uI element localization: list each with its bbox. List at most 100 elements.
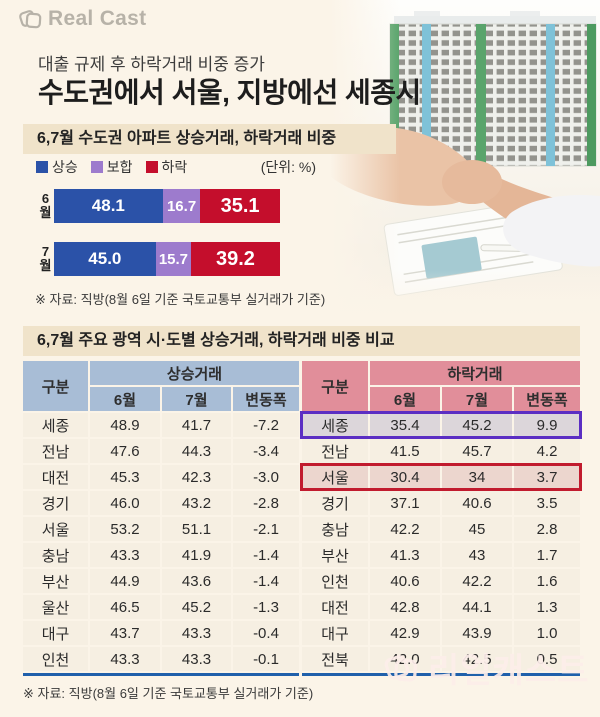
header-cell-july: 7월 [442,387,512,411]
value-cell: 35.4 [370,413,440,437]
value-cell: -3.0 [233,465,299,489]
bar-segment-flat: 15.7 [155,242,192,276]
header-cell-gubun: 구분 [23,361,88,411]
value-cell: 42.9 [370,621,440,645]
region-cell: 부산 [302,543,368,567]
value-cell: -0.4 [233,621,299,645]
table-row-대구: 대구 42.9 43.9 1.0 [302,621,580,645]
up-swatch-icon [36,161,48,173]
region-cell: 대구 [302,621,368,645]
flat-swatch-icon [90,161,103,173]
region-cell: 충남 [302,517,368,541]
watermark-logo-icon [384,654,418,682]
region-cell: 경기 [23,491,88,515]
region-cell: 충남 [23,543,88,567]
value-cell: 45.7 [442,439,512,463]
bar-row-1: 6 월 48.1 16.7 35.1 [38,189,280,223]
table-row-서울: 서울 30.4 34 3.7 [300,463,582,491]
bar-section-heading: 6,7월 수도권 아파트 상승거래, 하락거래 비중 [23,124,396,154]
watermark-text: 리얼캐스트 [428,652,590,690]
value-cell: 1.3 [514,595,580,619]
down-table-header: 구분 하락거래 6월 7월 변동폭 [302,361,580,411]
region-cell: 부산 [23,569,88,593]
region-cell: 전남 [23,439,88,463]
page-title: 수도권에서 서울, 지방에선 세종시 [38,77,421,108]
value-cell: 45.2 [442,413,512,437]
value-cell: 43 [442,543,512,567]
header-cell-gubun: 구분 [302,361,368,411]
table-row-전남: 전남 47.6 44.3 -3.4 [23,439,299,463]
bar-segment-down: 39.2 [191,242,280,276]
table-row-세종: 세종 35.4 45.2 9.9 [300,411,582,439]
header-cell-group: 상승거래 [90,361,299,385]
header-cell-change: 변동폭 [514,387,580,411]
table-row-서울: 서울 53.2 51.1 -2.1 [23,517,299,541]
value-cell: 41.5 [370,439,440,463]
value-cell: 42.2 [442,569,512,593]
unit-label: (단위: %) [260,159,316,175]
value-cell: 0.5 [514,647,580,671]
brand-logo-text: Real Cast [48,7,147,30]
value-cell: -1.4 [233,543,299,567]
value-cell: 30.4 [370,465,440,489]
table-bottom-line [23,673,299,676]
region-cell: 대전 [23,465,88,489]
value-cell: 1.0 [514,621,580,645]
bar-segment-up: 48.1 [54,189,163,223]
table-row-전북: 전북 42.0 42.5 0.5 [302,647,580,671]
value-cell: 43.6 [162,569,231,593]
bar-segment-up: 45.0 [54,242,156,276]
value-cell: -2.8 [233,491,299,515]
down-table-body: 세종 35.4 45.2 9.9 전남 41.5 45.7 4.2 서울 30.4 34 3.7 경기 3… [300,411,582,671]
down-transactions-table: 구분 하락거래 6월 7월 변동폭 세종 35.4 45.2 9.9 전남 41.5 45.… [300,361,582,676]
table-bottom-line [302,673,580,676]
region-cell: 경기 [302,491,368,515]
header-cell-july: 7월 [162,387,231,411]
region-cell: 서울 [23,517,88,541]
value-cell: -0.1 [233,647,299,671]
table-section-heading: 6,7월 주요 광역 시·도별 상승거래, 하락거래 비중 비교 [23,326,580,356]
table-row-인천: 인천 43.3 43.3 -0.1 [23,647,299,671]
value-cell: 3.7 [514,465,580,489]
region-cell: 대전 [302,595,368,619]
region-cell: 세종 [302,413,368,437]
value-cell: 44.3 [162,439,231,463]
value-cell: 43.3 [90,543,160,567]
value-cell: 43.3 [162,647,231,671]
region-cell: 전남 [302,439,368,463]
value-cell: -1.4 [233,569,299,593]
value-cell: 42.8 [370,595,440,619]
table-row-부산: 부산 41.3 43 1.7 [302,543,580,567]
legend-label-flat: 보합 [106,159,133,175]
handshake-photo [330,0,600,330]
legend-item-down: 하락 [145,157,187,177]
value-cell: 43.3 [162,621,231,645]
region-cell: 전북 [302,647,368,671]
table-row-울산: 울산 46.5 45.2 -1.3 [23,595,299,619]
value-cell: 43.3 [90,647,160,671]
up-transactions-table: 구분 상승거래 6월 7월 변동폭 세종 48.9 41.7 -7.2 전남 47.6 44… [23,361,299,676]
table-row-세종: 세종 48.9 41.7 -7.2 [23,413,299,437]
table-row-인천: 인천 40.6 42.2 1.6 [302,569,580,593]
bar-source-note: ※ 자료: 직방(8월 6일 기준 국토교통부 실거래가 기준) [35,292,326,307]
region-cell: 대구 [23,621,88,645]
value-cell: 40.6 [442,491,512,515]
down-swatch-icon [145,161,158,173]
value-cell: 44.9 [90,569,160,593]
up-table-body: 세종 48.9 41.7 -7.2 전남 47.6 44.3 -3.4 대전 45.3 42.3 -3… [23,413,299,671]
table-row-충남: 충남 43.3 41.9 -1.4 [23,543,299,567]
value-cell: 41.3 [370,543,440,567]
value-cell: 47.6 [90,439,160,463]
table-row-전남: 전남 41.5 45.7 4.2 [302,439,580,463]
bar-segment-down: 35.1 [200,189,280,223]
value-cell: 9.9 [514,413,580,437]
value-cell: 48.9 [90,413,160,437]
value-cell: 53.2 [90,517,160,541]
value-cell: -7.2 [233,413,299,437]
value-cell: 37.1 [370,491,440,515]
table-row-경기: 경기 37.1 40.6 3.5 [302,491,580,515]
value-cell: 3.5 [514,491,580,515]
